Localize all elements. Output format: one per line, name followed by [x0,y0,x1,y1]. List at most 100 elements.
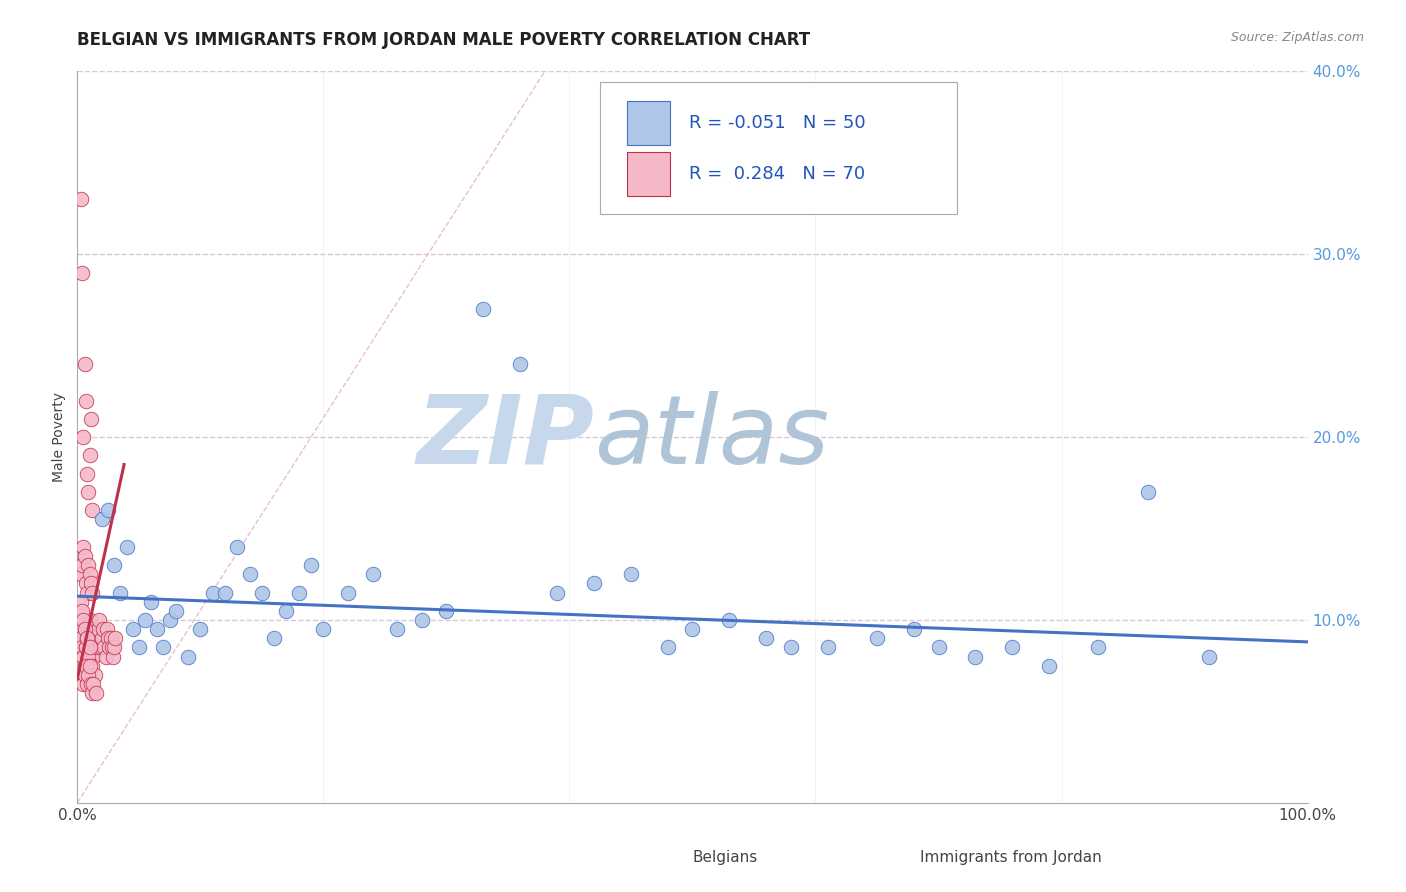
Point [103,640,125,655]
Point [411,613,433,627]
Point [82,686,104,700]
Point [96,622,118,636]
Point [91,622,114,636]
Point [188,622,212,636]
Text: BELGIAN VS IMMIGRANTS FROM JORDAN MALE POVERTY CORRELATION CHART: BELGIAN VS IMMIGRANTS FROM JORDAN MALE P… [77,31,810,49]
Point [72,540,94,554]
Text: R = -0.051   N = 50: R = -0.051 N = 50 [689,113,865,131]
Point [299,558,322,573]
Point [93,640,115,655]
Point [509,357,531,371]
Point [965,649,987,664]
Point [82,658,104,673]
Point [70,604,93,618]
Text: Source: ZipAtlas.com: Source: ZipAtlas.com [1230,31,1364,45]
Bar [875,845,910,874]
Point [276,604,298,618]
Point [82,640,104,655]
Point [1136,485,1159,500]
Point [146,622,169,636]
Point [75,393,97,408]
Point [79,448,101,462]
Point [100,632,122,646]
Y-axis label: Male Poverty: Male Poverty [52,392,66,482]
Point [70,558,93,573]
Point [75,640,97,655]
Point [70,640,93,655]
Point [177,649,200,664]
Point [72,613,94,627]
Point [87,622,110,636]
Point [79,640,101,655]
Text: R =  0.284   N = 70: R = 0.284 N = 70 [689,165,865,183]
Point [69,622,91,636]
Point [682,622,704,636]
Text: ZIP: ZIP [416,391,595,483]
Point [82,503,104,517]
Point [110,585,132,599]
Point [928,640,950,655]
Point [76,677,98,691]
Point [77,622,100,636]
Point [90,640,112,655]
Point [1001,640,1024,655]
Point [214,585,236,599]
Point [104,632,127,646]
Point [755,632,778,646]
Point [79,567,101,582]
Point [76,632,98,646]
Point [101,649,124,664]
Point [77,485,100,500]
Point [72,677,94,691]
Point [121,622,143,636]
Point [94,649,117,664]
Point [115,540,138,554]
Point [201,585,224,599]
Point [82,585,104,599]
Text: Belgians: Belgians [693,850,758,865]
Point [80,576,103,591]
Point [226,540,249,554]
Point [73,667,96,681]
Point [98,640,121,655]
Point [97,503,120,517]
Point [436,604,458,618]
Point [82,649,104,664]
Point [1198,649,1220,664]
Point [472,301,495,317]
Bar [627,152,671,195]
Point [79,658,101,673]
Point [152,640,174,655]
Text: Immigrants from Jordan: Immigrants from Jordan [920,850,1102,865]
Point [73,549,96,563]
Point [84,640,107,655]
Point [72,430,94,444]
Point [73,658,96,673]
FancyBboxPatch shape [600,82,957,214]
Point [76,467,98,481]
Point [75,576,97,591]
Point [250,585,273,599]
Point [84,686,107,700]
Point [903,622,925,636]
Point [159,613,181,627]
Point [134,613,156,627]
Point [90,632,114,646]
Point [73,622,96,636]
Point [101,640,124,655]
Point [75,640,97,655]
Point [128,640,150,655]
Point [76,585,98,599]
Point [583,576,606,591]
Point [312,622,335,636]
Point [83,632,105,646]
Point [70,594,93,608]
Point [77,667,100,681]
Point [76,632,98,646]
Point [86,632,108,646]
Point [141,594,163,608]
Point [72,649,94,664]
Point [239,567,262,582]
Point [82,677,104,691]
Text: atlas: atlas [595,391,830,483]
